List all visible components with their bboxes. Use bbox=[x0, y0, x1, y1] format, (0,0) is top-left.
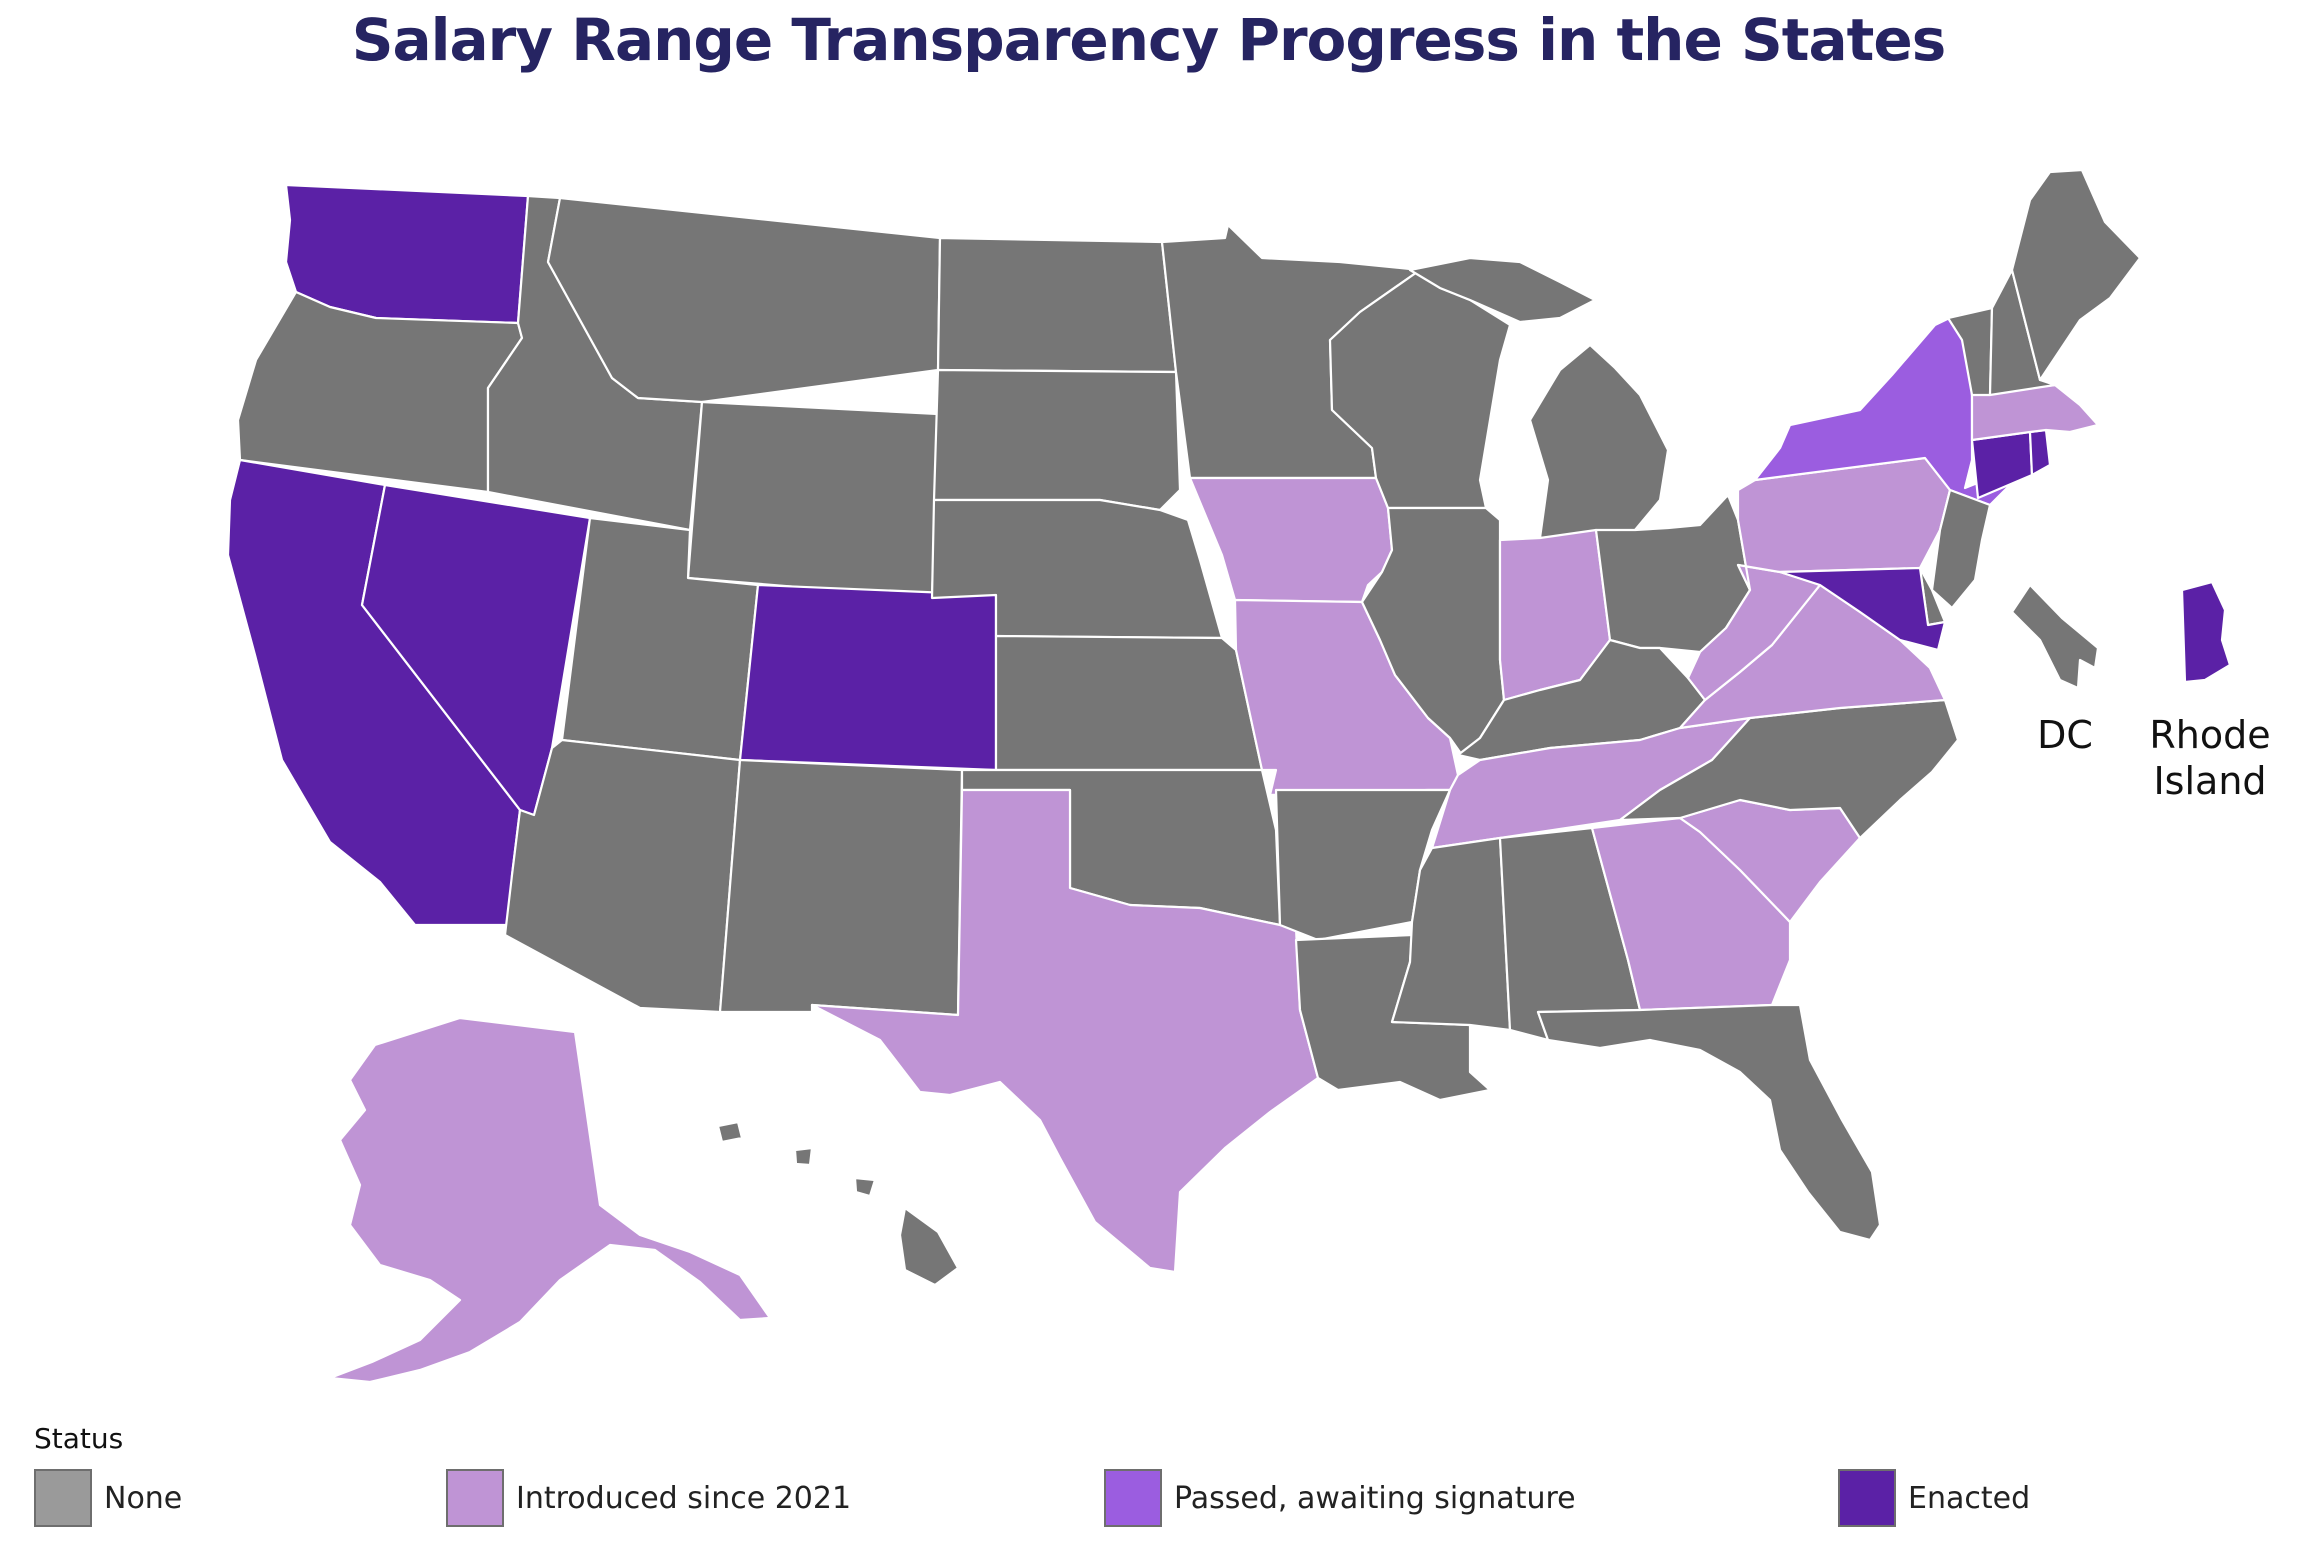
state-washington[interactable] bbox=[284, 183, 530, 325]
state-colorado[interactable] bbox=[738, 583, 998, 772]
state-rhode-island[interactable] bbox=[2028, 428, 2052, 477]
state-maryland[interactable] bbox=[1778, 566, 1947, 652]
state-new-mexico[interactable] bbox=[718, 758, 964, 1017]
legend-item-none: None bbox=[34, 1469, 183, 1527]
state-connecticut[interactable] bbox=[1970, 430, 2034, 500]
state-new-jersey[interactable] bbox=[1930, 488, 1992, 610]
state-hawaii[interactable] bbox=[716, 1120, 960, 1287]
state-dc-inset[interactable] bbox=[2010, 583, 2100, 690]
legend-label-none: None bbox=[104, 1480, 183, 1516]
dc-label: DC bbox=[2037, 713, 2093, 757]
state-new-hampshire[interactable] bbox=[1988, 268, 2057, 397]
rhode-island-label: Rhode Island bbox=[2149, 713, 2271, 803]
state-wyoming[interactable] bbox=[686, 400, 940, 600]
state-maine[interactable] bbox=[2010, 168, 2142, 382]
legend-item-passed: Passed, awaiting signature bbox=[1104, 1469, 1576, 1527]
legend-swatch-introduced bbox=[446, 1469, 504, 1527]
state-nebraska[interactable] bbox=[930, 498, 1224, 640]
legend-label-passed: Passed, awaiting signature bbox=[1174, 1480, 1576, 1516]
legend-item-introduced: Introduced since 2021 bbox=[446, 1469, 852, 1527]
state-kansas[interactable] bbox=[994, 634, 1264, 772]
legend-swatch-passed bbox=[1104, 1469, 1162, 1527]
state-rhode-island-inset[interactable] bbox=[2180, 580, 2232, 684]
state-texas[interactable] bbox=[810, 788, 1320, 1274]
state-iowa[interactable] bbox=[1188, 476, 1394, 604]
state-michigan[interactable] bbox=[1408, 256, 1670, 540]
legend-label-enacted: Enacted bbox=[1908, 1480, 2031, 1516]
legend-heading: Status bbox=[34, 1422, 124, 1455]
state-massachusetts[interactable] bbox=[1970, 383, 2100, 442]
state-oregon[interactable] bbox=[236, 290, 524, 494]
legend-swatch-enacted bbox=[1838, 1469, 1896, 1527]
state-florida[interactable] bbox=[1536, 1003, 1882, 1242]
state-vermont[interactable] bbox=[1946, 306, 1994, 397]
page-title: Salary Range Transparency Progress in th… bbox=[351, 6, 1946, 74]
legend-label-introduced: Introduced since 2021 bbox=[516, 1480, 852, 1516]
state-south-dakota[interactable] bbox=[932, 368, 1182, 512]
legend-swatch-none bbox=[34, 1469, 92, 1527]
legend-item-enacted: Enacted bbox=[1838, 1469, 2031, 1527]
state-north-dakota[interactable] bbox=[936, 236, 1178, 374]
state-alaska[interactable] bbox=[328, 1016, 772, 1384]
